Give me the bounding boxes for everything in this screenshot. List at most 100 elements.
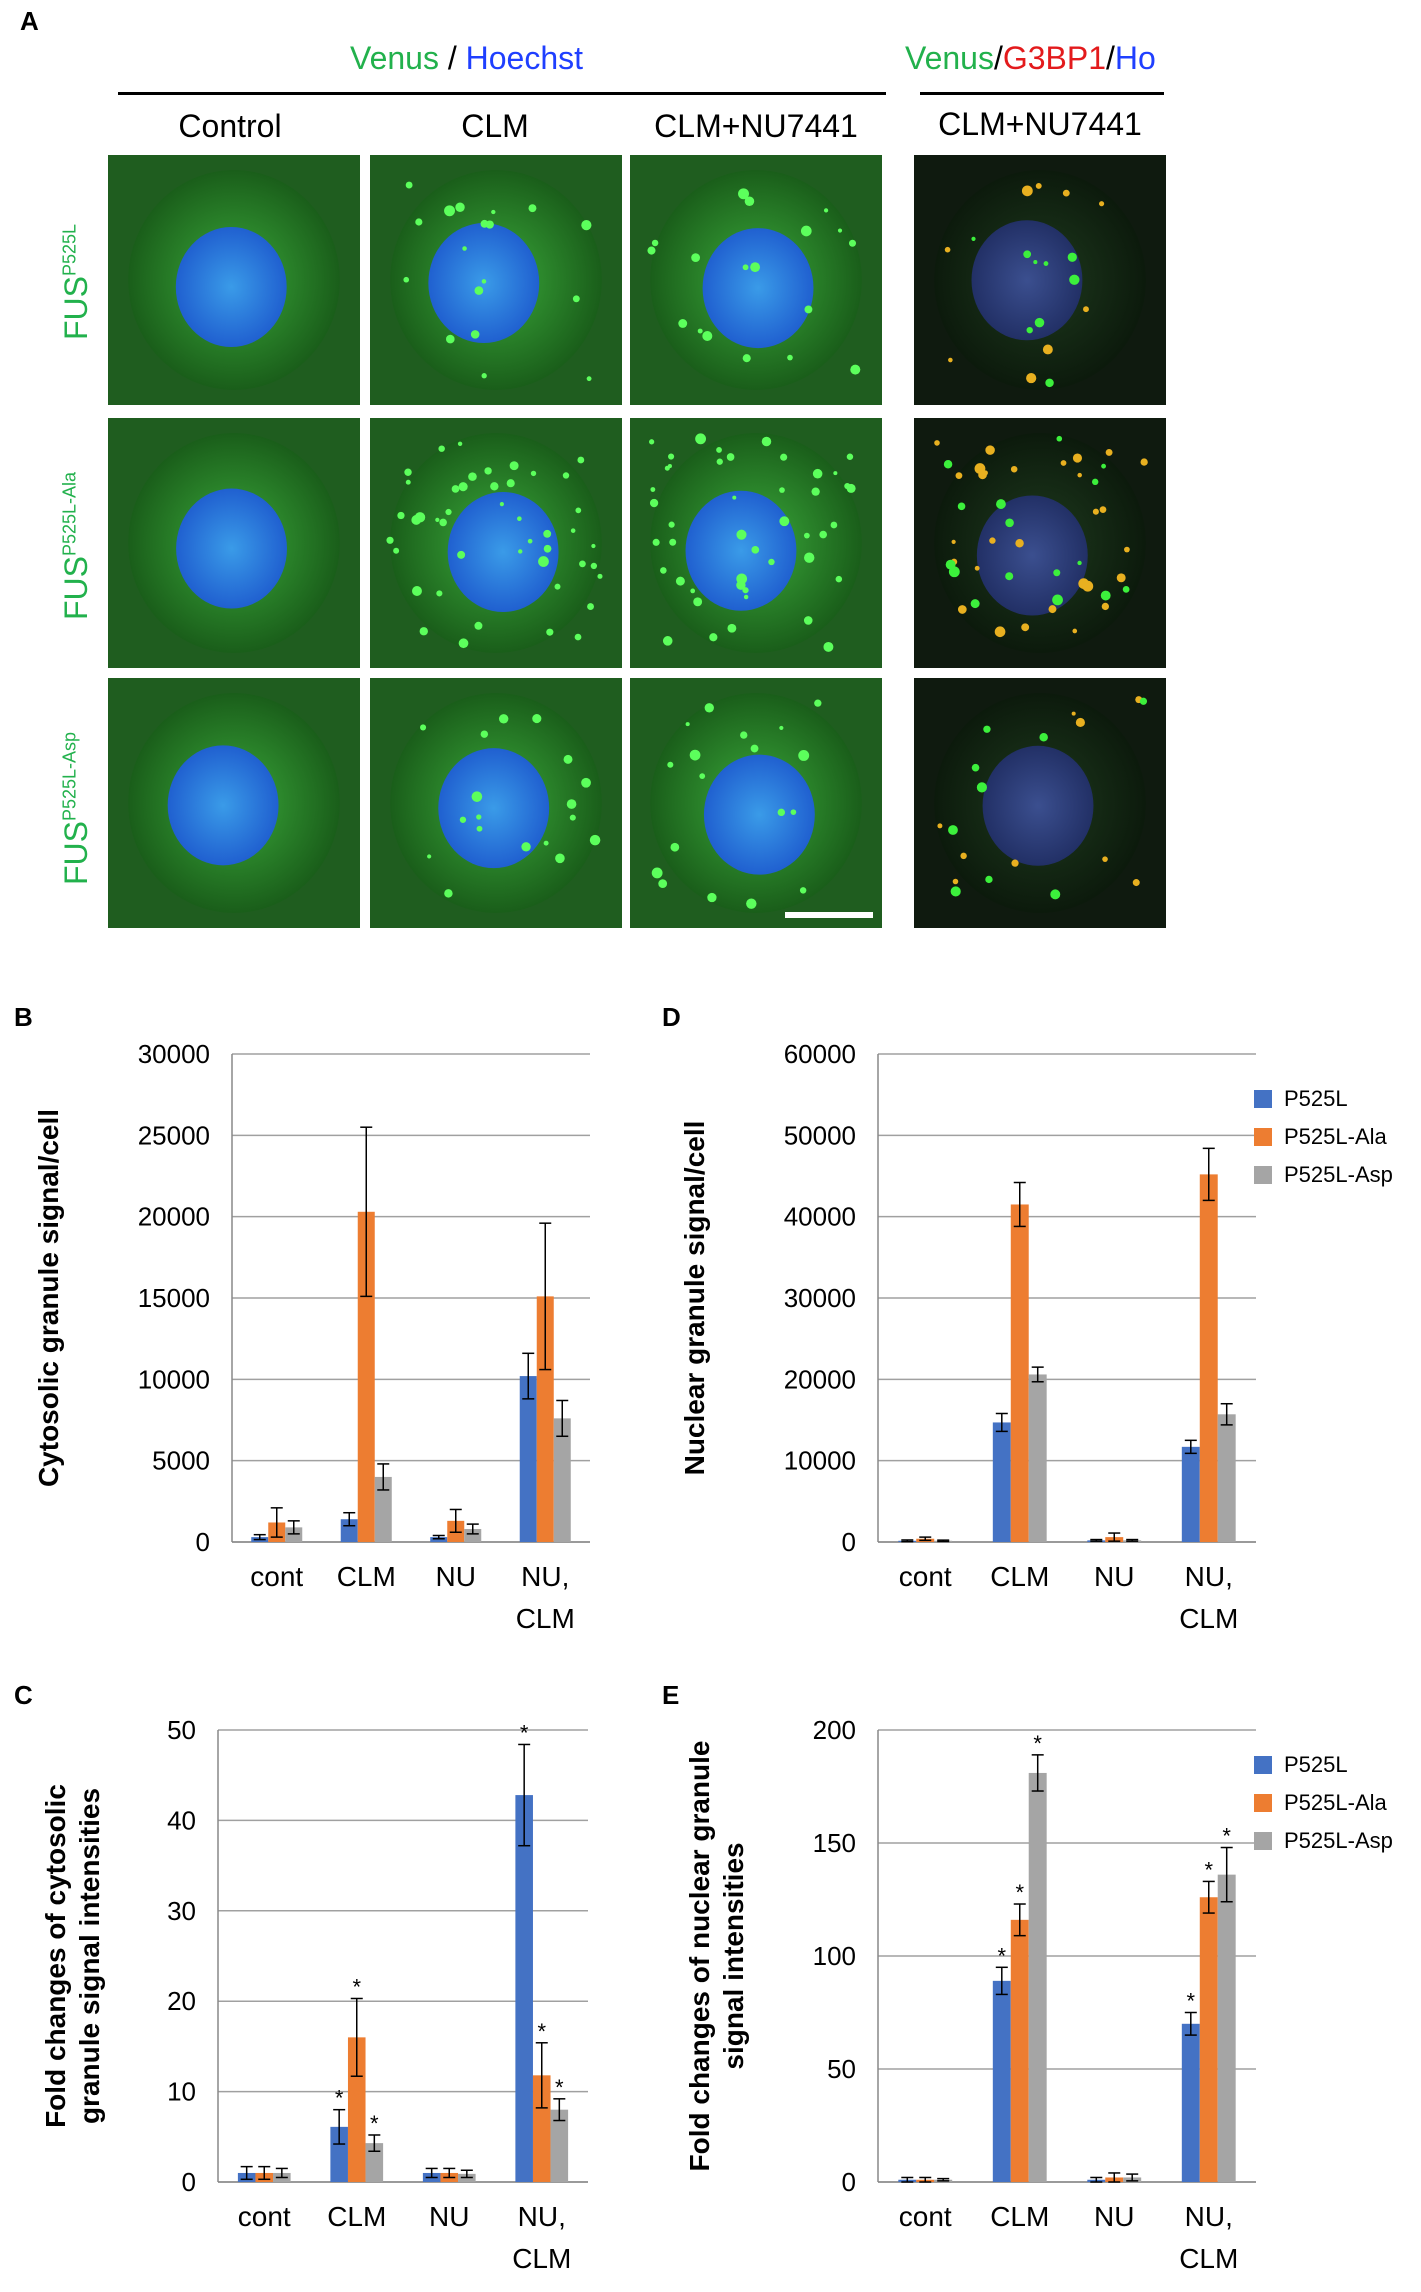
granule-dot xyxy=(1039,733,1048,742)
granule-dot xyxy=(458,482,468,492)
granule-dot xyxy=(1116,573,1126,583)
granule-dot xyxy=(446,334,455,344)
cell-nucleus xyxy=(447,492,559,613)
bar xyxy=(347,2037,366,2182)
granule-dot xyxy=(971,763,980,772)
y-tick-label: 0 xyxy=(842,1527,856,1557)
granule-dot xyxy=(937,823,943,829)
bar xyxy=(1028,1374,1047,1542)
granule-dot xyxy=(386,536,394,544)
cell-nucleus xyxy=(685,490,797,611)
micrograph-r3-c3 xyxy=(630,678,882,928)
column-label-clm-nu7441-g3bp1: CLM+NU7441 xyxy=(938,106,1142,142)
micrograph-r3-c4 xyxy=(914,678,1166,928)
granule-dot xyxy=(439,518,447,527)
granule-dot xyxy=(480,730,489,738)
legend-item-p525l-ala: P525L-Ala xyxy=(1254,1118,1393,1156)
granule-dot xyxy=(468,472,477,481)
granule-dot xyxy=(742,264,749,271)
granule-dot xyxy=(835,575,843,583)
micrograph-r1-c1 xyxy=(108,155,360,405)
granule-dot xyxy=(800,225,812,237)
y-tick-label: 60000 xyxy=(784,1039,856,1069)
y-axis-label: Fold changes of nuclear granule signal in… xyxy=(684,1741,749,2172)
granule-dot xyxy=(837,228,843,233)
granule-dot xyxy=(787,354,793,361)
granule-dot xyxy=(518,549,523,554)
y-axis-label: Cytosolic granule signal/cell xyxy=(33,1109,64,1487)
significance-star: * xyxy=(1033,1731,1042,1756)
bar xyxy=(1217,1414,1236,1542)
granule-dot xyxy=(457,441,463,446)
x-category-label: CLM xyxy=(512,2243,571,2274)
granule-dot xyxy=(1015,539,1024,548)
granule-dot xyxy=(740,731,748,739)
y-tick-label: 0 xyxy=(196,1527,210,1557)
granule-dot xyxy=(996,499,1006,509)
column-label-control: Control xyxy=(178,108,282,144)
granule-dot xyxy=(1071,711,1076,716)
granule-dot xyxy=(589,834,601,846)
granule-dot xyxy=(1005,518,1014,528)
y-tick-label: 5000 xyxy=(152,1446,210,1476)
granule-dot xyxy=(1021,623,1030,632)
bar xyxy=(1199,1897,1218,2182)
granule-dot xyxy=(667,464,672,469)
granule-dot xyxy=(960,852,967,860)
granule-dot xyxy=(499,502,504,507)
column-label-clm: CLM xyxy=(461,108,529,144)
granule-dot xyxy=(668,521,675,528)
granule-dot xyxy=(1043,261,1049,266)
x-category-label: NU, xyxy=(521,1561,569,1592)
granule-dot xyxy=(436,590,443,597)
granule-dot xyxy=(591,543,596,549)
y-axis-label: Nuclear granule signal/cell xyxy=(679,1121,710,1476)
granule-dot xyxy=(491,209,496,215)
granule-dot xyxy=(438,445,445,452)
granule-dot xyxy=(586,376,592,382)
granule-dot xyxy=(803,616,813,625)
granule-dot xyxy=(651,239,659,247)
granule-dot xyxy=(662,636,673,646)
granule-dot xyxy=(570,528,576,533)
granule-dot xyxy=(521,842,531,852)
granule-dot xyxy=(405,181,413,189)
granule-dot xyxy=(1072,453,1083,463)
legend-swatch-p525l-asp xyxy=(1254,1832,1272,1850)
granule-dot xyxy=(830,521,838,529)
granule-dot xyxy=(952,878,959,885)
granule-dot xyxy=(1050,889,1061,900)
granule-dot xyxy=(761,436,772,447)
granule-dot xyxy=(685,722,690,727)
x-category-label: CLM xyxy=(1179,1603,1238,1634)
granule-dot xyxy=(419,627,428,636)
granule-dot xyxy=(427,854,432,859)
granule-dot xyxy=(819,530,827,539)
granule-dot xyxy=(985,875,993,884)
granule-dot xyxy=(850,364,861,375)
granule-dot xyxy=(950,886,961,897)
bar xyxy=(365,2143,384,2182)
granule-dot xyxy=(1100,590,1111,601)
granule-dot xyxy=(476,825,483,832)
granule-dot xyxy=(790,809,797,815)
panel-c-letter: C xyxy=(14,1680,33,1710)
granule-dot xyxy=(532,714,542,724)
granule-dot xyxy=(652,538,660,546)
granule-dot xyxy=(474,621,483,630)
granule-dot xyxy=(509,461,519,471)
y-tick-label: 15000 xyxy=(138,1283,210,1313)
x-category-label: NU, xyxy=(1185,1561,1233,1592)
granule-dot xyxy=(470,330,480,339)
bar xyxy=(330,2126,348,2182)
granule-dot xyxy=(777,808,786,817)
cell-nucleus xyxy=(971,220,1083,341)
granule-dot xyxy=(798,749,810,761)
granule-dot xyxy=(517,516,522,521)
bar xyxy=(357,1211,375,1542)
granule-dot xyxy=(974,463,986,474)
legend-e: P525L P525L-Ala P525L-Asp xyxy=(1254,1746,1393,1860)
legend-label: P525L xyxy=(1284,1752,1348,1777)
granule-dot xyxy=(404,468,412,476)
granule-dot xyxy=(658,879,668,888)
